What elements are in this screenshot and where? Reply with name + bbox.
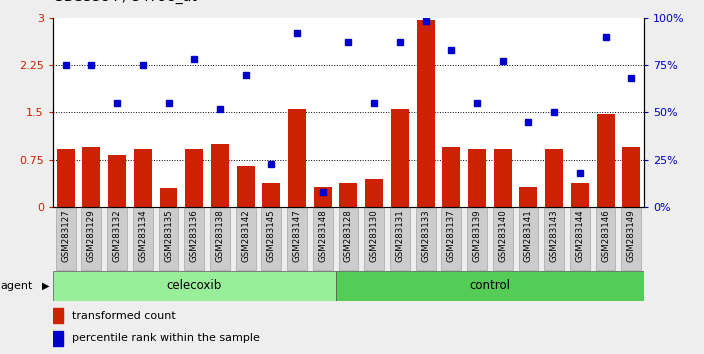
Text: GSM283136: GSM283136: [189, 209, 199, 262]
FancyBboxPatch shape: [236, 208, 256, 270]
FancyBboxPatch shape: [210, 208, 230, 270]
Bar: [288, 109, 306, 207]
FancyBboxPatch shape: [596, 208, 615, 270]
Bar: [134, 149, 152, 207]
Text: percentile rank within the sample: percentile rank within the sample: [73, 333, 260, 343]
Bar: [53, 271, 336, 301]
Bar: [365, 179, 383, 207]
Text: GSM283143: GSM283143: [550, 209, 559, 262]
FancyBboxPatch shape: [184, 208, 204, 270]
FancyBboxPatch shape: [313, 208, 333, 270]
FancyBboxPatch shape: [56, 208, 75, 270]
Bar: [520, 187, 537, 207]
FancyBboxPatch shape: [133, 208, 153, 270]
FancyBboxPatch shape: [364, 208, 384, 270]
FancyBboxPatch shape: [622, 208, 641, 270]
Text: GSM283135: GSM283135: [164, 209, 173, 262]
Bar: [108, 155, 126, 207]
Text: GSM283142: GSM283142: [241, 209, 250, 262]
Bar: [339, 183, 358, 207]
Text: GSM283144: GSM283144: [575, 209, 584, 262]
Text: GSM283130: GSM283130: [370, 209, 379, 262]
FancyBboxPatch shape: [493, 208, 513, 270]
Text: GSM283127: GSM283127: [61, 209, 70, 262]
FancyBboxPatch shape: [339, 208, 358, 270]
FancyBboxPatch shape: [287, 208, 307, 270]
FancyBboxPatch shape: [544, 208, 564, 270]
Bar: [237, 166, 255, 207]
Bar: [263, 183, 280, 207]
FancyBboxPatch shape: [261, 208, 281, 270]
Text: GSM283138: GSM283138: [215, 209, 225, 262]
Text: GSM283145: GSM283145: [267, 209, 276, 262]
Bar: [468, 149, 486, 207]
Bar: [545, 149, 563, 207]
Bar: [160, 188, 177, 207]
Bar: [494, 149, 512, 207]
FancyBboxPatch shape: [467, 208, 487, 270]
Text: GSM283134: GSM283134: [138, 209, 147, 262]
Bar: [185, 149, 203, 207]
Bar: [53, 331, 63, 346]
Bar: [314, 187, 332, 207]
FancyBboxPatch shape: [158, 208, 178, 270]
Text: ▶: ▶: [42, 281, 49, 291]
Text: GSM283148: GSM283148: [318, 209, 327, 262]
Text: GSM283128: GSM283128: [344, 209, 353, 262]
Bar: [211, 144, 229, 207]
Bar: [571, 183, 589, 207]
Text: GSM283129: GSM283129: [87, 209, 96, 262]
Bar: [56, 149, 75, 207]
Text: GSM283146: GSM283146: [601, 209, 610, 262]
Text: GSM283140: GSM283140: [498, 209, 508, 262]
Text: GDS3384 / 34798_at: GDS3384 / 34798_at: [53, 0, 196, 4]
Text: GSM283137: GSM283137: [447, 209, 455, 262]
Bar: [417, 20, 434, 207]
Bar: [53, 308, 63, 323]
FancyBboxPatch shape: [519, 208, 539, 270]
Bar: [82, 147, 101, 207]
Bar: [596, 114, 615, 207]
FancyBboxPatch shape: [82, 208, 101, 270]
Text: agent: agent: [0, 281, 32, 291]
Text: GSM283133: GSM283133: [421, 209, 430, 262]
Bar: [391, 109, 409, 207]
Text: GSM283141: GSM283141: [524, 209, 533, 262]
Bar: [622, 147, 641, 207]
Text: GSM283149: GSM283149: [627, 209, 636, 262]
FancyBboxPatch shape: [441, 208, 461, 270]
Text: GSM283139: GSM283139: [472, 209, 482, 262]
FancyBboxPatch shape: [416, 208, 436, 270]
Text: transformed count: transformed count: [73, 311, 176, 321]
Bar: [442, 147, 460, 207]
Bar: [336, 271, 644, 301]
Text: GSM283131: GSM283131: [396, 209, 404, 262]
Text: GSM283132: GSM283132: [113, 209, 122, 262]
FancyBboxPatch shape: [570, 208, 590, 270]
Text: celecoxib: celecoxib: [167, 279, 222, 292]
Text: GSM283147: GSM283147: [293, 209, 301, 262]
FancyBboxPatch shape: [390, 208, 410, 270]
Text: control: control: [470, 279, 510, 292]
FancyBboxPatch shape: [107, 208, 127, 270]
